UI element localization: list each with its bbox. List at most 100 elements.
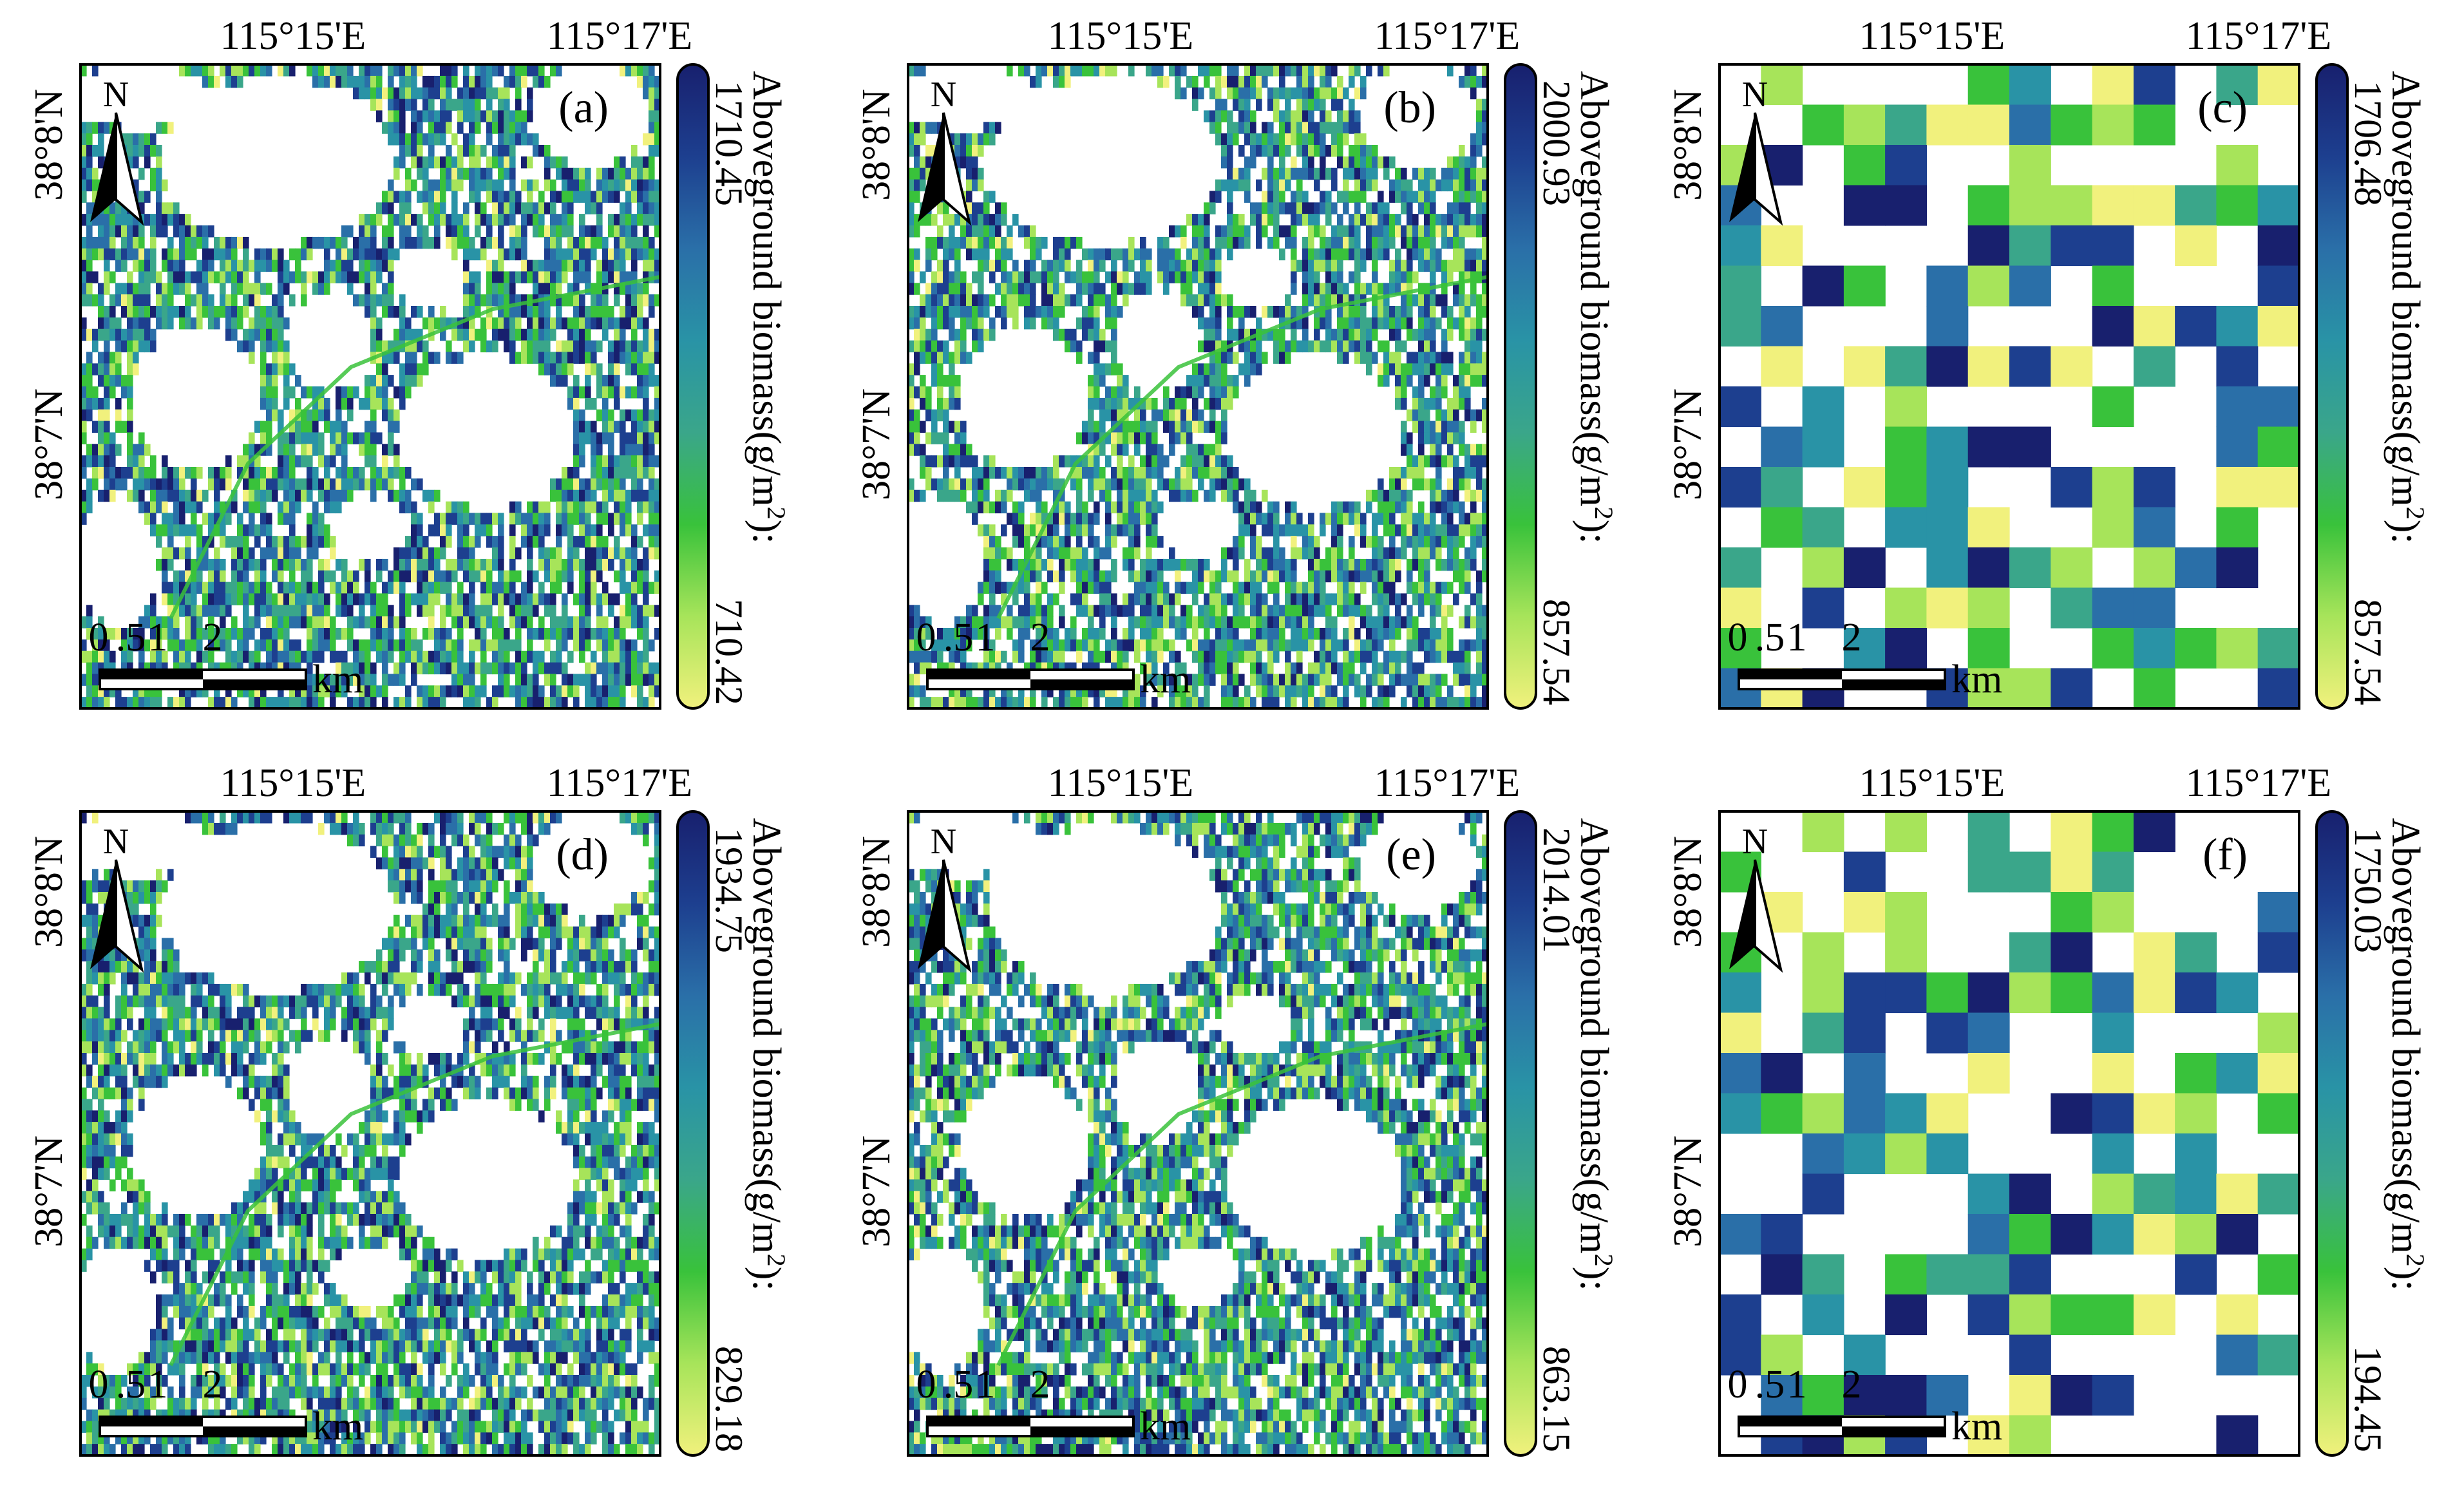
raster-cell — [422, 168, 429, 180]
raster-cell — [995, 260, 1001, 272]
raster-cell — [359, 559, 365, 571]
raster-cell — [550, 559, 556, 571]
raster-cell — [625, 593, 632, 605]
raster-cell — [196, 225, 203, 238]
north-label: N — [103, 75, 129, 115]
raster-cell — [417, 363, 423, 375]
raster-cell — [422, 133, 429, 146]
raster-cell — [1291, 214, 1297, 226]
raster-cell — [521, 674, 527, 686]
raster-cell — [562, 616, 568, 629]
raster-cell — [949, 363, 955, 375]
raster-cell — [173, 502, 180, 514]
raster-cell — [370, 225, 377, 238]
raster-cell — [914, 145, 920, 157]
raster-cell — [937, 294, 943, 307]
raster-cell — [498, 628, 504, 640]
raster-cell — [596, 375, 603, 387]
raster-cell — [1215, 237, 1222, 249]
raster-cell — [434, 214, 441, 226]
raster-cell — [1267, 214, 1274, 226]
raster-cell — [591, 202, 597, 214]
raster-cell — [1163, 271, 1170, 283]
raster-cell — [1099, 421, 1106, 433]
raster-cell — [515, 76, 522, 88]
raster-cell — [457, 88, 464, 100]
raster-cell — [620, 478, 626, 491]
raster-cell — [914, 249, 920, 261]
raster-cell — [1464, 341, 1471, 353]
raster-cell — [480, 168, 487, 180]
raster-cell — [173, 478, 180, 491]
raster-cell — [1459, 432, 1465, 444]
raster-cell — [1094, 398, 1100, 410]
raster-cell — [376, 271, 383, 283]
raster-cell — [620, 444, 626, 456]
raster-cell — [173, 513, 180, 525]
raster-cell — [214, 317, 220, 330]
raster-cell — [388, 616, 394, 629]
raster-cell — [550, 352, 556, 364]
raster-cell — [544, 168, 551, 180]
raster-cell — [1383, 64, 1390, 77]
raster-cell — [434, 110, 441, 122]
raster-cell — [365, 674, 371, 686]
raster-cell — [399, 214, 406, 226]
raster-cell — [1134, 271, 1141, 283]
raster-cell — [538, 559, 545, 571]
raster-cell — [451, 249, 458, 261]
raster-cell — [567, 329, 574, 341]
raster-cell — [370, 99, 377, 111]
raster-cell — [411, 536, 417, 548]
raster-cell — [1227, 467, 1233, 479]
raster-cell — [138, 271, 145, 283]
raster-cell — [376, 363, 383, 375]
raster-cell — [1088, 410, 1094, 422]
raster-cell — [98, 375, 104, 387]
raster-cell — [283, 260, 290, 272]
raster-cell — [1331, 64, 1338, 77]
raster-cell — [254, 571, 261, 583]
raster-cell — [914, 133, 920, 146]
raster-cell — [1169, 444, 1175, 456]
raster-cell — [434, 513, 441, 525]
raster-cell — [318, 398, 325, 410]
raster-cell — [1395, 352, 1401, 364]
raster-cell — [109, 214, 116, 226]
raster-cell — [579, 317, 585, 330]
raster-cell — [283, 375, 290, 387]
raster-cell — [538, 260, 545, 272]
raster-cell — [347, 76, 354, 88]
raster-cell — [1331, 180, 1338, 192]
raster-cell — [1209, 329, 1216, 341]
raster-cell — [324, 536, 330, 548]
raster-cell — [1302, 76, 1309, 88]
raster-cell — [388, 478, 394, 491]
raster-cell — [1441, 306, 1448, 318]
raster-cell — [1227, 375, 1233, 387]
raster-cell — [1285, 133, 1291, 146]
raster-cell — [498, 133, 504, 146]
raster-cell — [1441, 455, 1448, 468]
raster-cell — [92, 237, 99, 249]
raster-cell — [451, 99, 458, 111]
raster-cell — [1325, 260, 1332, 272]
raster-cell — [301, 432, 307, 444]
raster-cell — [109, 628, 116, 640]
raster-cell — [1198, 283, 1204, 295]
raster-cell — [341, 432, 348, 444]
raster-cell — [983, 294, 990, 307]
raster-cell — [1024, 237, 1030, 249]
raster-cell — [579, 455, 585, 468]
raster-cell — [614, 593, 620, 605]
raster-cell — [1354, 271, 1361, 283]
raster-cell — [1094, 64, 1100, 77]
raster-cell — [1146, 455, 1152, 468]
raster-cell — [1111, 352, 1117, 364]
raster-cell — [614, 502, 620, 514]
raster-cell — [608, 421, 614, 433]
raster-cell — [1198, 455, 1204, 468]
raster-cell — [243, 341, 249, 353]
raster-cell — [214, 697, 220, 709]
raster-cell — [1320, 156, 1326, 169]
